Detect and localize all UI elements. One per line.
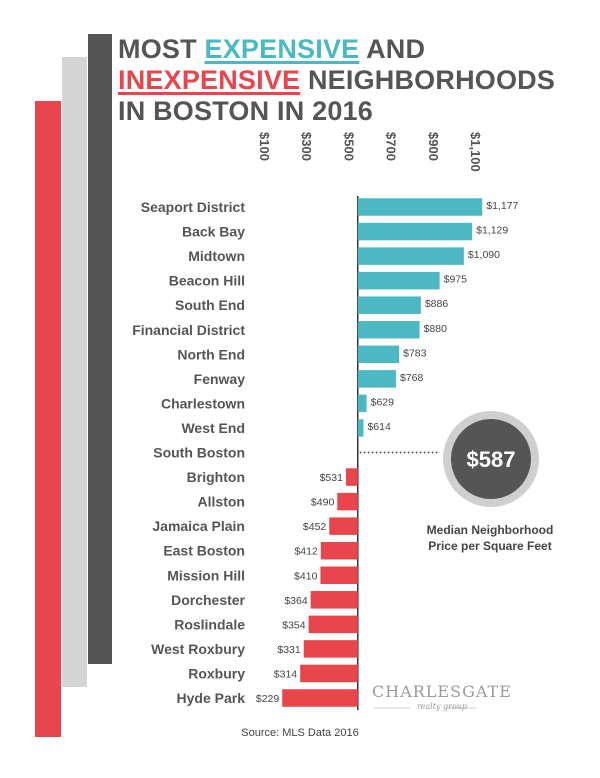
category-label: Brighton (187, 469, 245, 485)
bar-above-median (357, 271, 440, 290)
bar-value-label: $452 (303, 521, 327, 533)
median-circle (451, 419, 531, 499)
bar-above-median (357, 296, 421, 314)
category-label: Charlestown (161, 395, 245, 411)
bar-below-median (329, 517, 358, 535)
median-value: $587 (467, 447, 516, 472)
category-label: South Boston (153, 445, 245, 461)
bar-value-label: $880 (424, 323, 448, 335)
median-caption-line2: Price per Square Feet (428, 539, 552, 553)
category-label: West End (181, 420, 245, 436)
bar-value-label: $331 (277, 644, 301, 656)
category-label: Seaport District (141, 199, 246, 215)
category-label: Jamaica Plain (152, 518, 245, 534)
bar-below-median (345, 468, 358, 486)
bar-above-median (357, 370, 396, 388)
title-expensive: EXPENSIVE (204, 34, 360, 64)
title-inexpensive: INEXPENSIVE (118, 65, 301, 95)
axis-tick-label: $300 (299, 132, 314, 161)
bar-below-median (308, 615, 358, 634)
category-label: Hyde Park (177, 690, 246, 706)
decor-stripe-light (62, 57, 87, 687)
bar-value-label: $229 (256, 693, 280, 705)
bar-value-label: $629 (371, 396, 395, 408)
bar-value-label: $364 (284, 595, 308, 607)
logo-name: CHARLESGATE (372, 682, 512, 701)
bar-above-median (357, 345, 400, 364)
decor-stripe-red (35, 101, 61, 737)
bar-above-median (357, 222, 473, 241)
axis-tick-label: $100 (257, 132, 272, 161)
category-label: South End (175, 297, 245, 313)
category-label: Midtown (188, 248, 245, 264)
bar-below-median (337, 492, 358, 511)
bar-value-label: $886 (425, 298, 449, 310)
category-label: Allston (198, 494, 245, 510)
bar-value-label: $1,129 (476, 225, 508, 237)
axis-tick-label: $500 (341, 132, 356, 161)
median-caption: Median Neighborhood Price per Square Fee… (405, 522, 575, 554)
logo-sub: realty group (416, 702, 468, 711)
category-label: Beacon Hill (169, 273, 245, 289)
category-label: Roxbury (188, 665, 245, 681)
bar-value-label: $783 (403, 347, 427, 359)
source-note: Source: MLS Data 2016 (241, 727, 359, 739)
bar-value-label: $314 (274, 668, 298, 680)
bar-value-label: $1,177 (486, 200, 518, 212)
bar-above-median (357, 321, 420, 339)
axis-tick-label: $900 (426, 132, 441, 161)
charlesgate-logo: CHARLESGATE realty group (372, 682, 512, 711)
bar-below-median (320, 541, 358, 560)
bar-below-median (310, 591, 358, 609)
bar-below-median (320, 566, 358, 584)
median-caption-line1: Median Neighborhood (426, 523, 554, 537)
bar-value-label: $490 (311, 497, 335, 509)
category-label: Dorchester (171, 592, 245, 608)
bar-below-median (303, 640, 358, 658)
bar-value-label: $412 (294, 546, 318, 558)
bar-value-label: $531 (320, 472, 344, 484)
bar-below-median (282, 689, 358, 707)
title-line2-suffix: NEIGHBORHOODS (300, 65, 556, 95)
bar-value-label: $354 (282, 619, 306, 631)
title-line1-prefix: MOST (118, 34, 205, 64)
category-label: Roslindale (174, 616, 245, 632)
category-label: North End (177, 346, 245, 362)
title-line3: IN BOSTON IN 2016 (118, 96, 373, 126)
bar-value-label: $1,090 (468, 249, 500, 261)
decor-stripe-dark (88, 34, 112, 664)
bar-below-median (300, 664, 358, 683)
bar-above-median (357, 394, 367, 413)
category-label: Financial District (132, 322, 245, 338)
bar-value-label: $410 (294, 570, 318, 582)
axis-tick-label: $700 (384, 132, 399, 161)
page-title: MOST EXPENSIVE AND INEXPENSIVE NEIGHBORH… (118, 34, 555, 127)
category-label: West Roxbury (151, 641, 245, 657)
bar-value-label: $768 (400, 372, 424, 384)
axis-tick-label: $1,100 (468, 132, 483, 172)
category-label: East Boston (163, 543, 245, 559)
bar-above-median (357, 419, 364, 437)
bar-above-median (357, 198, 483, 216)
bar-value-label: $614 (367, 421, 391, 433)
category-label: Back Bay (182, 224, 245, 240)
title-line1-suffix: AND (359, 34, 426, 64)
category-label: Mission Hill (167, 567, 245, 583)
category-label: Fenway (194, 371, 246, 387)
bar-value-label: $975 (444, 274, 468, 286)
bar-above-median (357, 247, 464, 265)
